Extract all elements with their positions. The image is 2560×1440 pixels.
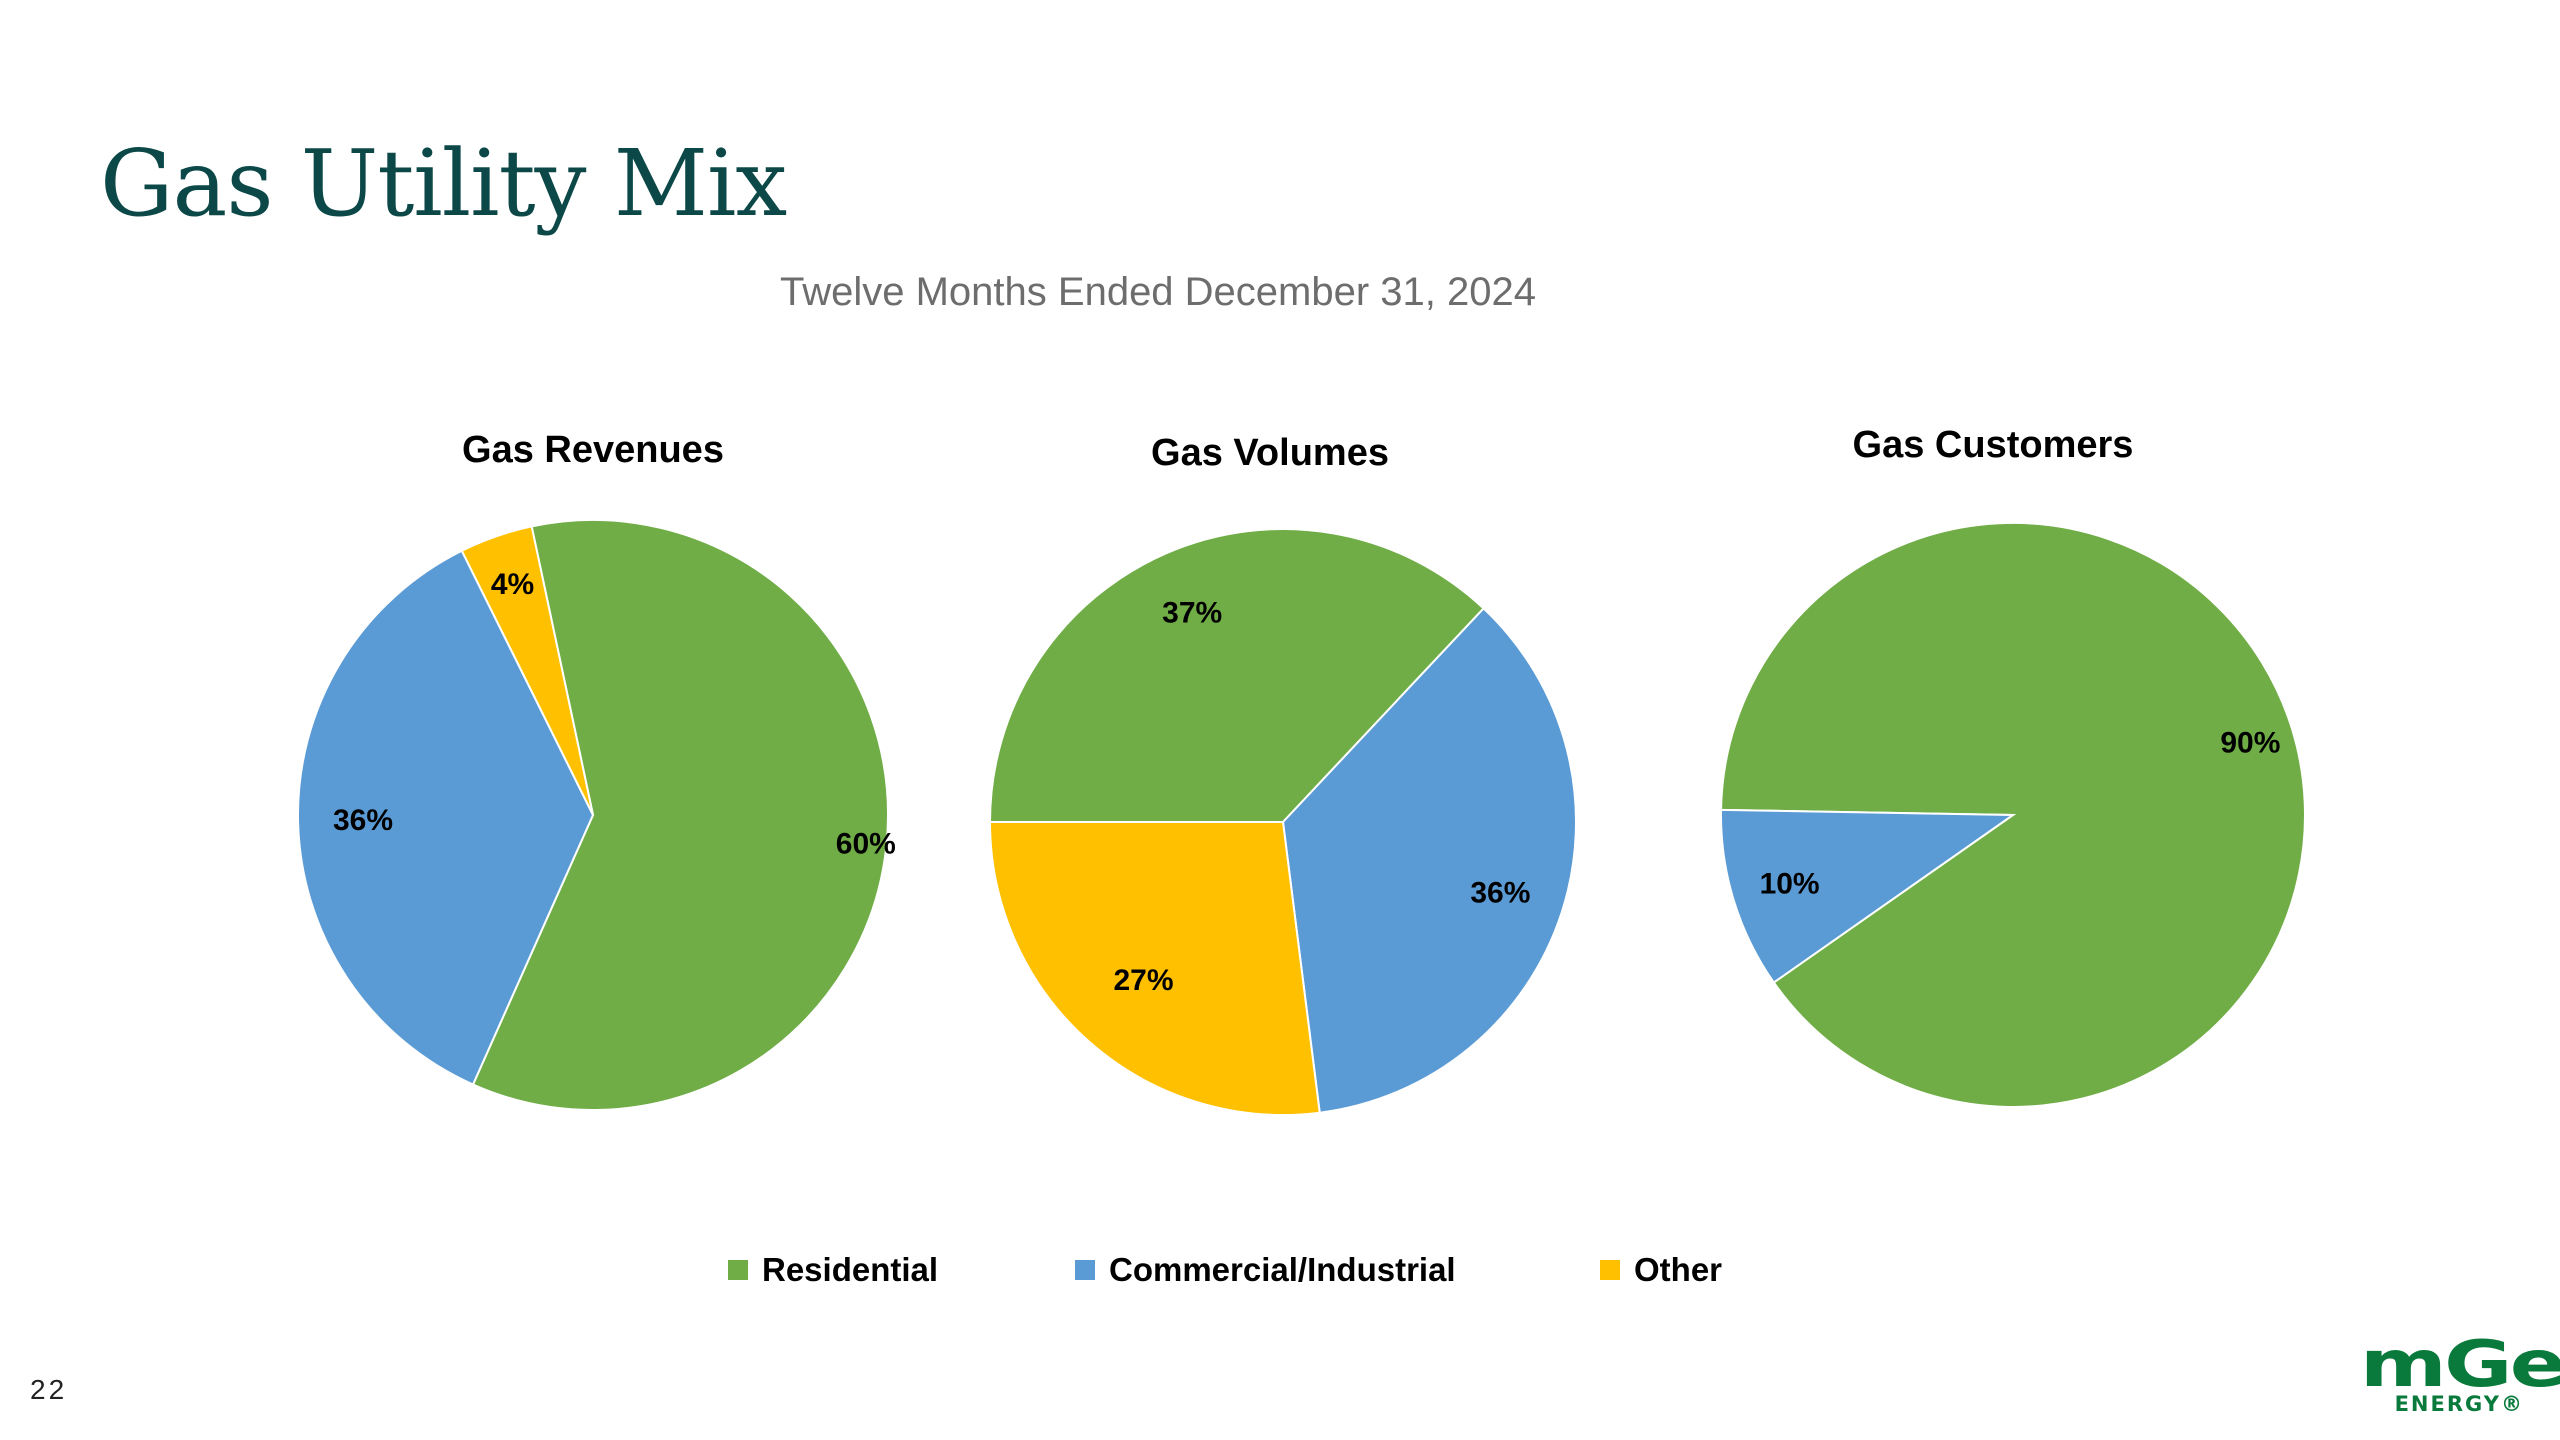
gas-volumes-slice-other [988,821,1321,1116]
page-title: Gas Utility Mix [100,130,787,237]
legend-item-commercial-industrial: Commercial/Industrial [1075,1245,1456,1295]
gas-revenues-label-residential: 60% [836,828,896,861]
gas-revenues-label-other: 4% [491,568,534,601]
gas-revenues-slice-other [460,525,594,816]
legend-label-other: Other [1634,1251,1723,1288]
gas-customers-label-commercial-industrial: 10% [1760,867,1820,900]
logo-subtext: ENERGY® [2394,1392,2524,1416]
page-subtitle: Twelve Months Ended December 31, 2024 [780,270,1536,314]
gas-revenues-label-commercial-industrial: 36% [333,804,393,837]
page-number: 22 [30,1374,68,1405]
legend-item-residential: Residential [728,1245,938,1295]
pie-charts: Gas Revenues 60% 36% 4% Gas Volumes 37% 36% 27%… [296,424,2306,1116]
gas-volumes-title: Gas Volumes [1151,432,1389,474]
gas-volumes-slice-residential [988,528,1485,823]
logo-mark: mGe [2360,1328,2560,1402]
legend-label-residential: Residential [762,1251,939,1288]
gas-customers-slice-commercial-industrial [1720,808,2017,984]
gas-revenues-slice-commercial-industrial [296,549,595,1086]
gas-volumes-chart: Gas Volumes 37% 36% 27% [988,432,1577,1116]
legend-swatch-residential [728,1260,748,1280]
mge-energy-logo: mGe ENERGY® [2360,1333,2560,1416]
legend-swatch-other [1600,1260,1620,1280]
gas-customers-title: Gas Customers [1853,424,2134,466]
gas-revenues-title: Gas Revenues [462,429,724,471]
gas-volumes-label-other: 27% [1113,964,1173,997]
gas-volumes-label-residential: 37% [1162,596,1222,629]
legend-swatch-commercial-industrial [1075,1260,1095,1280]
legend-item-other: Other [1600,1245,1722,1295]
gas-volumes-slice-commercial-industrial [1281,606,1577,1114]
gas-revenues-slice-residential [471,519,889,1111]
gas-customers-label-residential: 90% [2220,726,2280,759]
gas-volumes-label-commercial-industrial: 36% [1470,877,1530,910]
chart-legend: Residential Commercial/Industrial Other [0,1245,2560,1295]
gas-customers-chart: Gas Customers 90% 10% [1720,424,2306,1108]
gas-revenues-chart: Gas Revenues 60% 36% 4% [296,429,896,1111]
legend-label-commercial-industrial: Commercial/Industrial [1109,1251,1456,1288]
